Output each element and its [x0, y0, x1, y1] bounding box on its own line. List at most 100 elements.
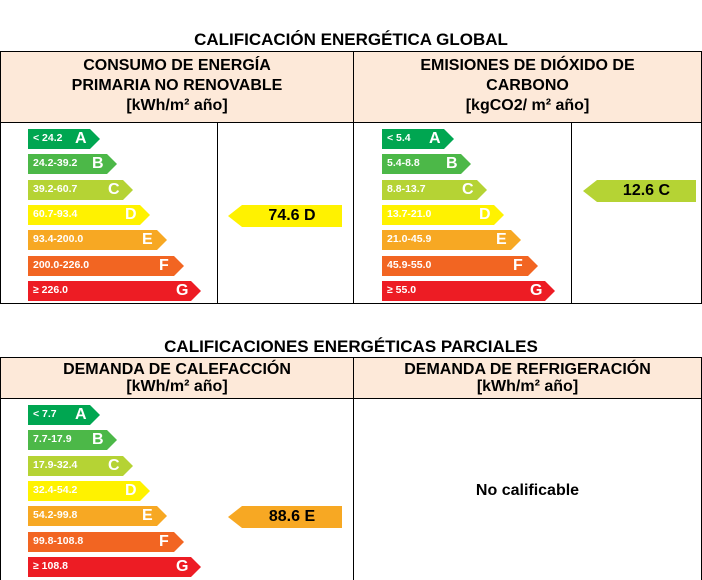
calefaccion-scale-letter-g: G — [176, 557, 189, 575]
emisiones-scale-arrow-c — [382, 179, 487, 200]
emisiones-scale-letter-c: C — [462, 180, 474, 198]
calefaccion-title: DEMANDA DE CALEFACCIÓN — [63, 361, 291, 378]
calefaccion-scale-range-c: 17.9-32.4 — [33, 458, 78, 471]
consumo-divider — [217, 122, 218, 304]
emisiones-rating-value: 12.6 C — [622, 182, 671, 199]
consumo-scale-bar-a: < 24.2 A — [28, 129, 100, 149]
calefaccion-scale-bar-f: 99.8-108.8 F — [28, 531, 184, 552]
emisiones-scale-bar-f: 45.9-55.0 F — [382, 255, 538, 276]
calefaccion-scale-range-e: 54.2-99.8 — [33, 509, 78, 522]
calefaccion-scale-arrow-d — [28, 480, 150, 501]
emisiones-scale-range-e: 21.0-45.9 — [387, 233, 432, 246]
emisiones-scale-letter-a: A — [429, 130, 441, 147]
calefaccion-scale-bar-g: ≥ 108.8 G — [28, 556, 201, 577]
calefaccion-unit: [kWh/m² año] — [126, 378, 228, 395]
consumo-title-line1: CONSUMO DE ENERGÍA — [83, 57, 271, 74]
emisiones-title-line1: EMISIONES DE DIÓXIDO DE — [420, 57, 635, 74]
consumo-rating-value: 74.6 D — [268, 207, 316, 224]
emisiones-title-line2: CARBONO — [486, 77, 569, 94]
global-title: CALIFICACIÓN ENERGÉTICA GLOBAL — [194, 30, 508, 49]
refrigeracion-no-calificable: No calificable — [475, 482, 580, 499]
calefaccion-scale-letter-c: C — [108, 456, 120, 474]
consumo-scale-bar-b: 24.2-39.2 B — [28, 154, 117, 175]
emisiones-scale-letter-g: G — [530, 281, 543, 299]
emisiones-scale-letter-e: E — [496, 231, 507, 249]
consumo-header: CONSUMO DE ENERGÍA PRIMARIA NO RENOVABLE… — [0, 51, 354, 123]
consumo-scale-range-b: 24.2-39.2 — [33, 157, 78, 170]
emisiones-scale-range-b: 5.4-8.8 — [387, 157, 420, 170]
calefaccion-scale-bar-d: 32.4-54.2 D — [28, 480, 150, 501]
consumo-scale-range-d: 60.7-93.4 — [33, 207, 78, 220]
refrigeracion-unit: [kWh/m² año] — [476, 378, 579, 395]
calefaccion-scale-arrow-g — [28, 556, 201, 577]
calefaccion-scale-letter-e: E — [142, 507, 153, 525]
consumo-scale-letter-e: E — [142, 231, 153, 249]
calefaccion-rating-value: 88.6 E — [268, 508, 316, 525]
calefaccion-scale-letter-f: F — [159, 532, 169, 550]
calefaccion-scale-arrow-b — [28, 430, 117, 451]
calefaccion-scale-bar-a: < 7.7 A — [28, 405, 100, 425]
consumo-indicator-arrow — [228, 205, 342, 227]
calefaccion-indicator-arrow — [228, 506, 342, 528]
calefaccion-scale-range-d: 32.4-54.2 — [33, 483, 78, 496]
consumo-scale-arrow-b — [28, 154, 117, 175]
calefaccion-scale-letter-a: A — [75, 406, 87, 423]
emisiones-scale-range-c: 8.8-13.7 — [387, 182, 426, 195]
calefaccion-scale-arrow-e — [28, 506, 167, 527]
emisiones-unit: [kgCO2/ m² año] — [465, 97, 590, 114]
consumo-title-line2: PRIMARIA NO RENOVABLE — [71, 77, 283, 94]
emisiones-scale-arrow-f — [382, 255, 538, 276]
consumo-scale-arrow-c — [28, 179, 133, 200]
consumo-scale-range-e: 93.4-200.0 — [33, 233, 84, 246]
calefaccion-scale-range-g: ≥ 108.8 — [33, 559, 68, 572]
consumo-scale-arrow-g — [28, 280, 201, 301]
calefaccion-scale-range-a: < 7.7 — [33, 408, 57, 420]
emisiones-scale-arrow-d — [382, 204, 504, 225]
consumo-scale-letter-d: D — [125, 205, 137, 223]
emisiones-scale-bar-d: 13.7-21.0 D — [382, 204, 504, 225]
emisiones-scale-letter-f: F — [513, 256, 523, 274]
consumo-scale-bar-c: 39.2-60.7 C — [28, 179, 133, 200]
consumo-scale-arrow-a — [28, 129, 100, 149]
calefaccion-scale-letter-b: B — [92, 431, 104, 449]
emisiones-scale-bar-b: 5.4-8.8 B — [382, 154, 471, 175]
calefaccion-scale-arrow-a — [28, 405, 100, 425]
calefaccion-header: DEMANDA DE CALEFACCIÓN [kWh/m² año] — [0, 357, 354, 399]
emisiones-scale-range-f: 45.9-55.0 — [387, 258, 432, 271]
consumo-scale-letter-g: G — [176, 281, 189, 299]
emisiones-scale-arrow-a — [382, 129, 454, 149]
consumo-scale-arrow-e — [28, 230, 167, 251]
consumo-scale-range-a: < 24.2 — [33, 132, 63, 144]
consumo-scale-bar-g: ≥ 226.0 G — [28, 280, 201, 301]
consumo-scale-arrow-d — [28, 204, 150, 225]
emisiones-scale-range-a: < 5.4 — [387, 132, 411, 144]
emisiones-scale-bar-c: 8.8-13.7 C — [382, 179, 487, 200]
refrigeracion-header: DEMANDA DE REFRIGERACIÓN [kWh/m² año] — [353, 357, 702, 399]
consumo-scale-bar-d: 60.7-93.4 D — [28, 204, 150, 225]
consumo-scale-range-c: 39.2-60.7 — [33, 182, 78, 195]
calefaccion-scale-range-f: 99.8-108.8 — [33, 534, 84, 547]
consumo-scale-letter-a: A — [75, 130, 87, 147]
calefaccion-scale-arrow-f — [28, 531, 184, 552]
emisiones-scale-arrow-e — [382, 230, 521, 251]
emisiones-scale-range-g: ≥ 55.0 — [387, 283, 417, 296]
calefaccion-scale-bar-e: 54.2-99.8 E — [28, 506, 167, 527]
refrigeracion-title: DEMANDA DE REFRIGERACIÓN — [404, 361, 651, 378]
emisiones-scale-bar-g: ≥ 55.0 G — [382, 280, 555, 301]
consumo-scale-range-f: 200.0-226.0 — [33, 258, 90, 271]
consumo-scale-letter-b: B — [92, 155, 104, 173]
emisiones-header: EMISIONES DE DIÓXIDO DE CARBONO [kgCO2/ … — [353, 51, 702, 123]
calefaccion-scale-bar-b: 7.7-17.9 B — [28, 430, 117, 451]
emisiones-scale-letter-b: B — [446, 155, 458, 173]
consumo-scale-letter-c: C — [108, 180, 120, 198]
emisiones-indicator-arrow — [583, 180, 696, 202]
consumo-scale-bar-f: 200.0-226.0 F — [28, 255, 184, 276]
consumo-scale-letter-f: F — [159, 256, 169, 274]
emisiones-divider — [571, 122, 572, 304]
refrigeracion-panel — [353, 398, 702, 580]
consumo-scale-arrow-f — [28, 255, 184, 276]
consumo-scale-bar-e: 93.4-200.0 E — [28, 230, 167, 251]
calefaccion-scale-arrow-c — [28, 455, 133, 476]
calefaccion-scale-bar-c: 17.9-32.4 C — [28, 455, 133, 476]
emisiones-scale-letter-d: D — [479, 205, 491, 223]
